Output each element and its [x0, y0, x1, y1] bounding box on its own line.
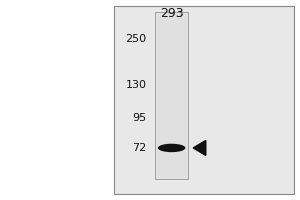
Text: 293: 293: [160, 7, 183, 20]
Polygon shape: [193, 140, 206, 155]
Ellipse shape: [158, 144, 185, 152]
Bar: [114, 6, 294, 194]
Text: 130: 130: [125, 80, 146, 90]
Bar: [155, 12, 188, 179]
Text: 250: 250: [125, 34, 146, 44]
Text: 72: 72: [132, 143, 146, 153]
Text: 95: 95: [132, 113, 146, 123]
